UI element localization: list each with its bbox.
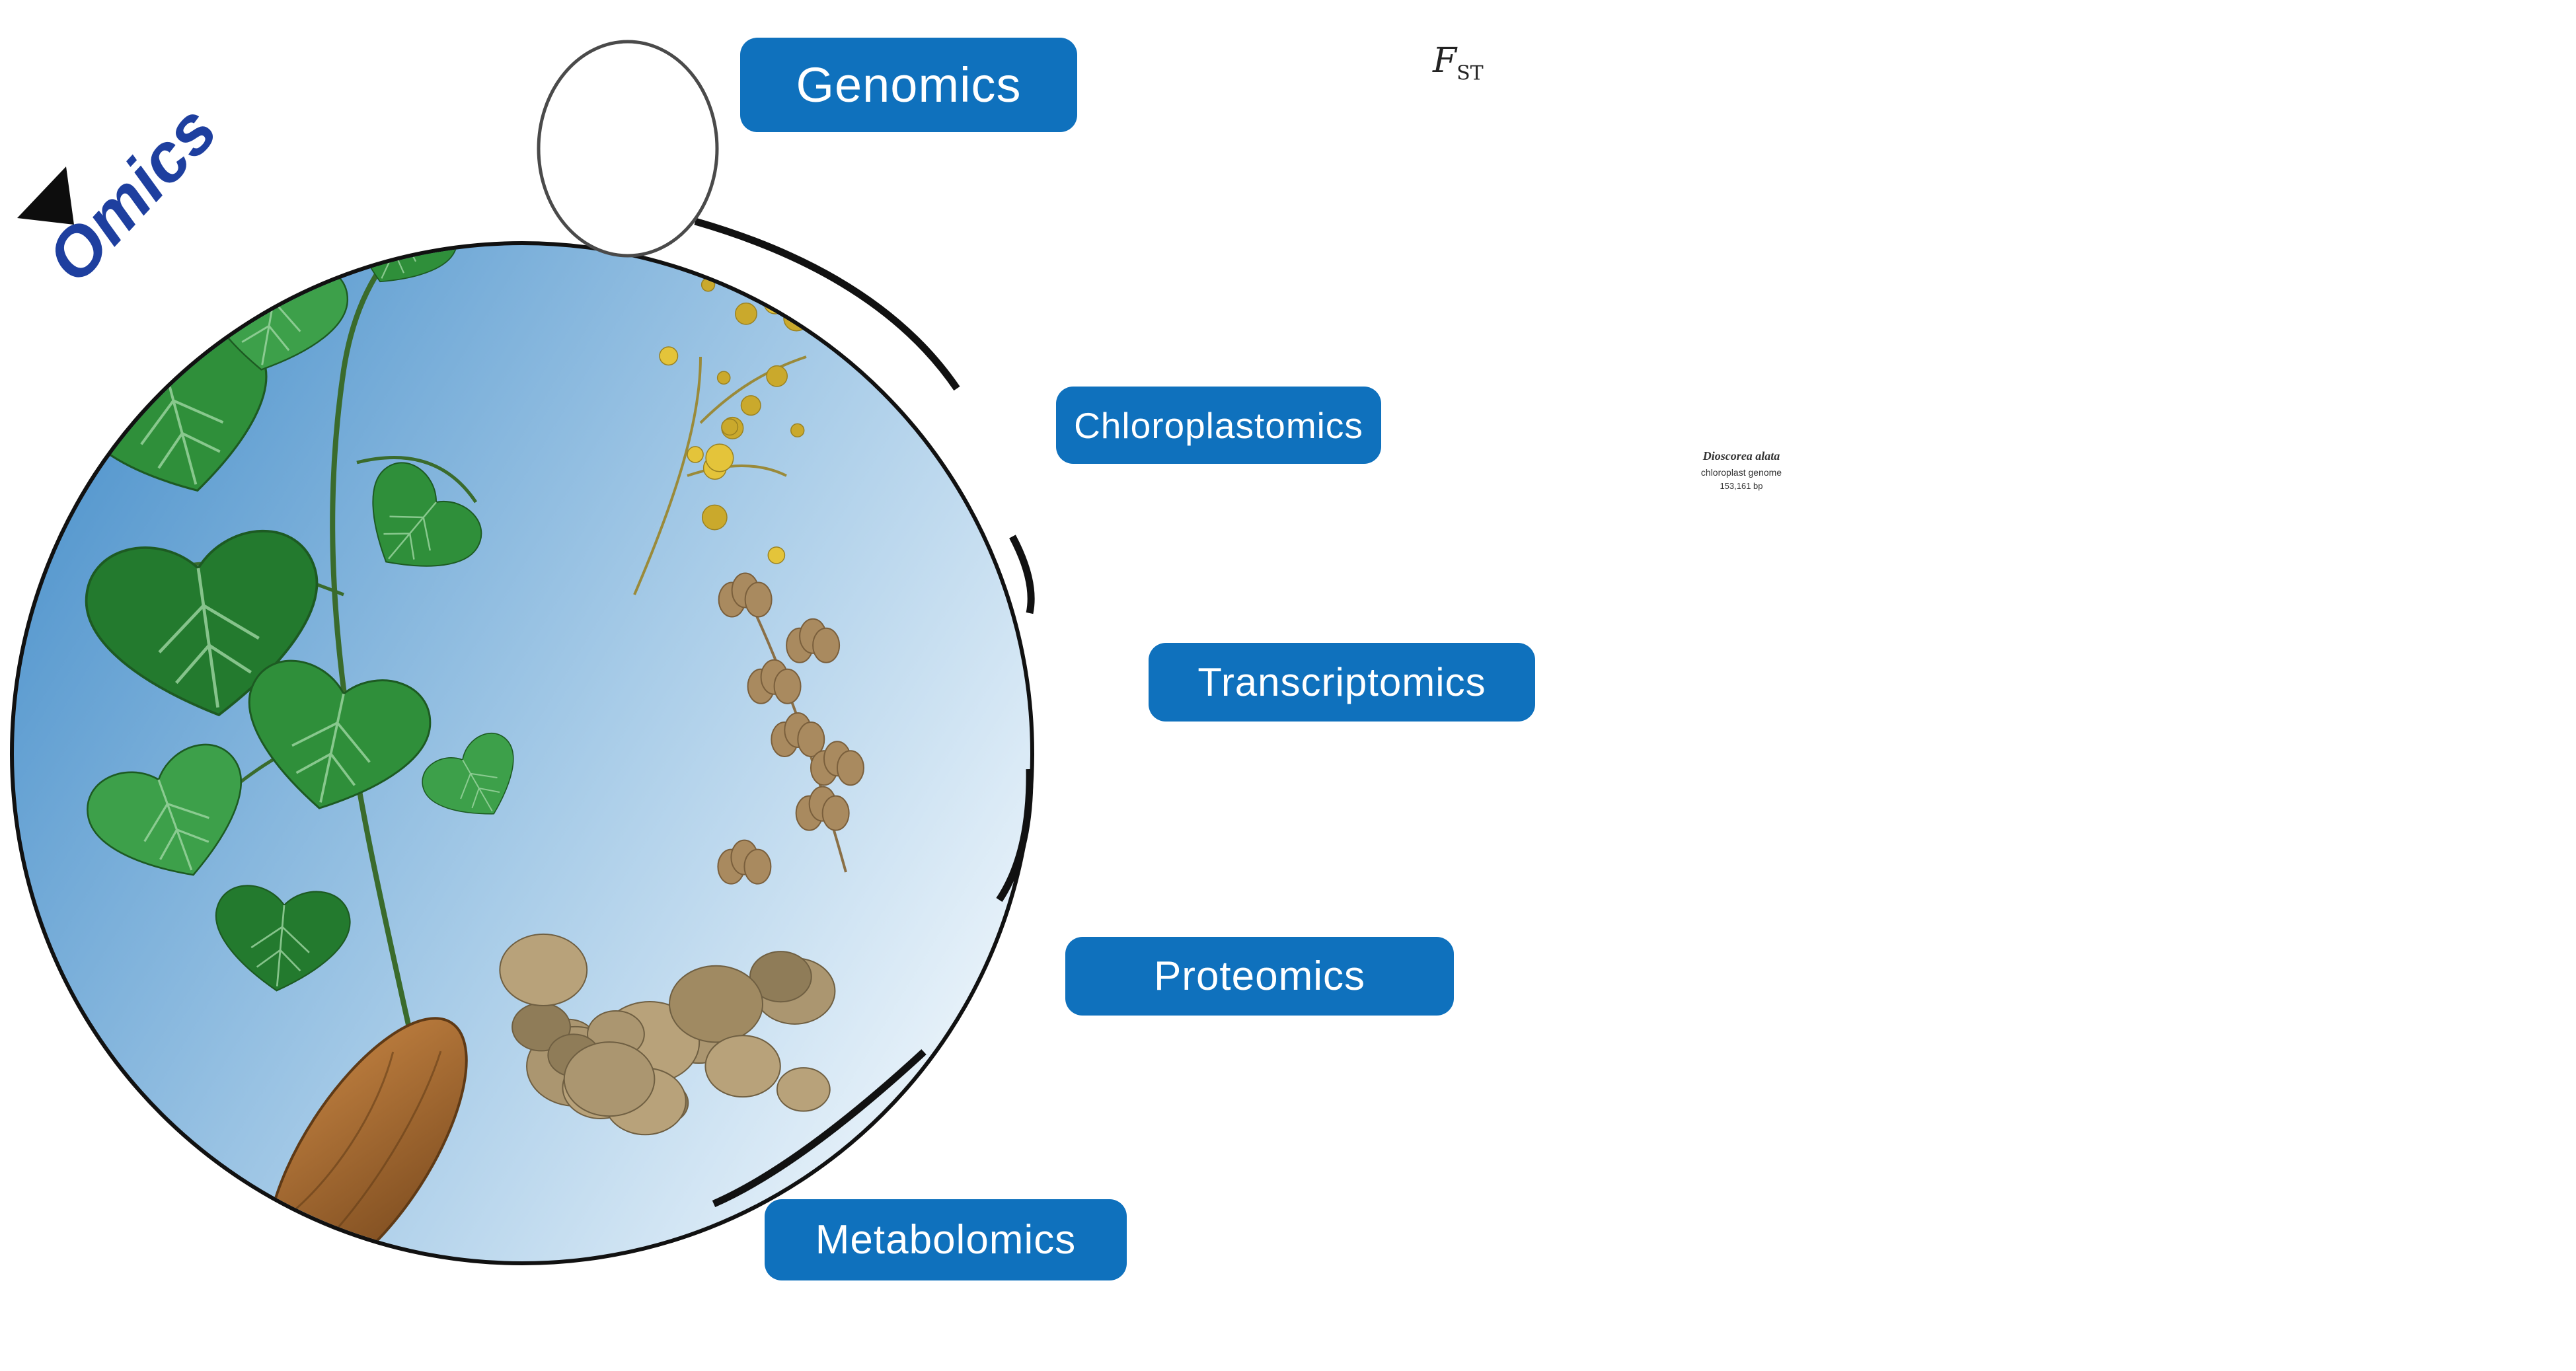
seed-capsules-image [717, 572, 864, 885]
phylogenetic-tree [1983, 324, 2576, 648]
ma-points-canvas [1566, 694, 1996, 1037]
leaf-image [422, 733, 514, 815]
leaf-image [372, 462, 482, 567]
diosgenin-pathway [1718, 1044, 2576, 1371]
leaf-image [87, 743, 242, 876]
omics-cycle-canvas [10, 40, 1035, 1265]
ppi-network [1203, 1037, 1626, 1371]
fst-manhattan-plot [1844, 17, 2574, 281]
label-transcriptomics: Transcriptomics [1149, 643, 1535, 722]
cp-genome-label: chloroplast genome [1700, 467, 1782, 478]
chloroplast-genome-map: Dioscorea alata chloroplast genome 153,1… [1553, 291, 1936, 667]
cp-species-name: Dioscorea alata [1702, 449, 1780, 463]
label-chloroplastomics: Chloroplastomics [1056, 387, 1381, 464]
fst-axis-label-sub: ST [1457, 61, 1484, 85]
cp-genome-center-text: Dioscorea alata chloroplast genome 153,1… [1646, 449, 1837, 491]
cycle-arrowhead-icon [17, 167, 74, 225]
fst-axis-label: FST [1433, 41, 1484, 85]
leaf-image [248, 659, 432, 809]
box-plot [2062, 694, 2571, 1031]
label-genomics: Genomics [740, 38, 1077, 132]
leaf-image [85, 529, 319, 717]
cycle-arrow-path [694, 217, 1035, 1208]
fst-points-canvas [1844, 17, 2574, 281]
karyotype-figure [1117, 17, 1427, 317]
dna-icon [537, 40, 719, 258]
omics-cycle-illustration: Omics Genomics Chloroplastomics Transcri… [0, 0, 1535, 1371]
label-proteomics: Proteomics [1065, 937, 1454, 1016]
cp-genome-size: 153,161 bp [1720, 481, 1763, 491]
ma-plot [1566, 694, 1996, 1037]
leaf-image [215, 885, 351, 992]
fst-axis-label-main: F [1433, 41, 1457, 81]
plant-collage-image [73, 245, 864, 1261]
label-metabolomics: Metabolomics [765, 1199, 1127, 1280]
bulbil-pile-image [499, 933, 836, 1136]
